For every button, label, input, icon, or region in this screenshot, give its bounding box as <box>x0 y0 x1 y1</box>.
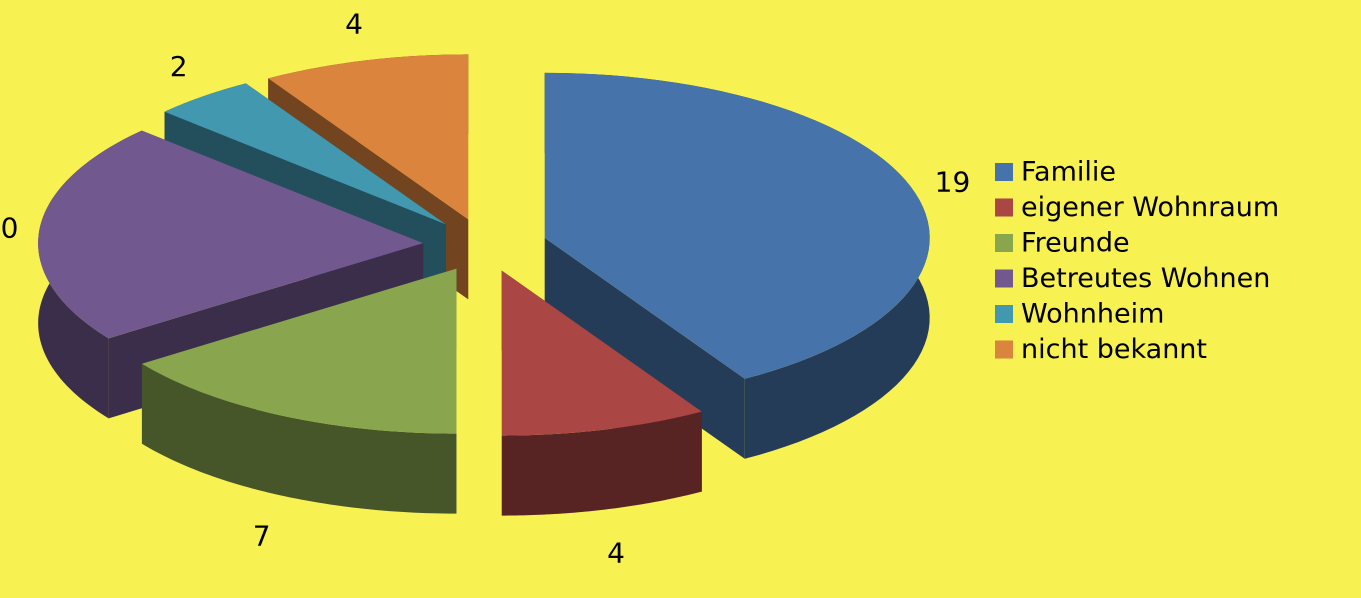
data-label: 10 <box>0 211 18 244</box>
legend-label: Familie <box>1021 157 1116 188</box>
data-label: 19 <box>935 166 971 199</box>
data-label: 2 <box>170 50 188 83</box>
data-label: 7 <box>253 519 271 552</box>
slice-top <box>164 83 446 225</box>
data-label: 4 <box>607 536 625 569</box>
slice-wall <box>141 363 457 514</box>
legend-swatch <box>995 198 1013 217</box>
slice-top <box>268 54 469 220</box>
legend-label: Wohnheim <box>1021 299 1164 330</box>
slice-top <box>38 130 424 339</box>
slice-top <box>544 72 930 379</box>
slice <box>501 270 702 516</box>
legend-label: Freunde <box>1021 228 1130 259</box>
legend-swatch <box>995 163 1013 181</box>
legend-swatch <box>995 269 1013 288</box>
legend-swatch <box>995 234 1013 252</box>
slice <box>544 72 930 459</box>
legend-label: Betreutes Wohnen <box>1021 263 1270 294</box>
slice <box>141 268 457 514</box>
slice-wall <box>501 411 702 516</box>
slice-top <box>501 270 702 436</box>
legend-label: nicht bekannt <box>1021 334 1207 365</box>
data-label: 4 <box>345 8 363 41</box>
legend-swatch <box>995 305 1013 323</box>
slice-top <box>141 268 457 434</box>
legend-swatch <box>995 340 1013 359</box>
slice-side <box>544 237 745 459</box>
legend-label: eigener Wohnraum <box>1021 192 1279 223</box>
